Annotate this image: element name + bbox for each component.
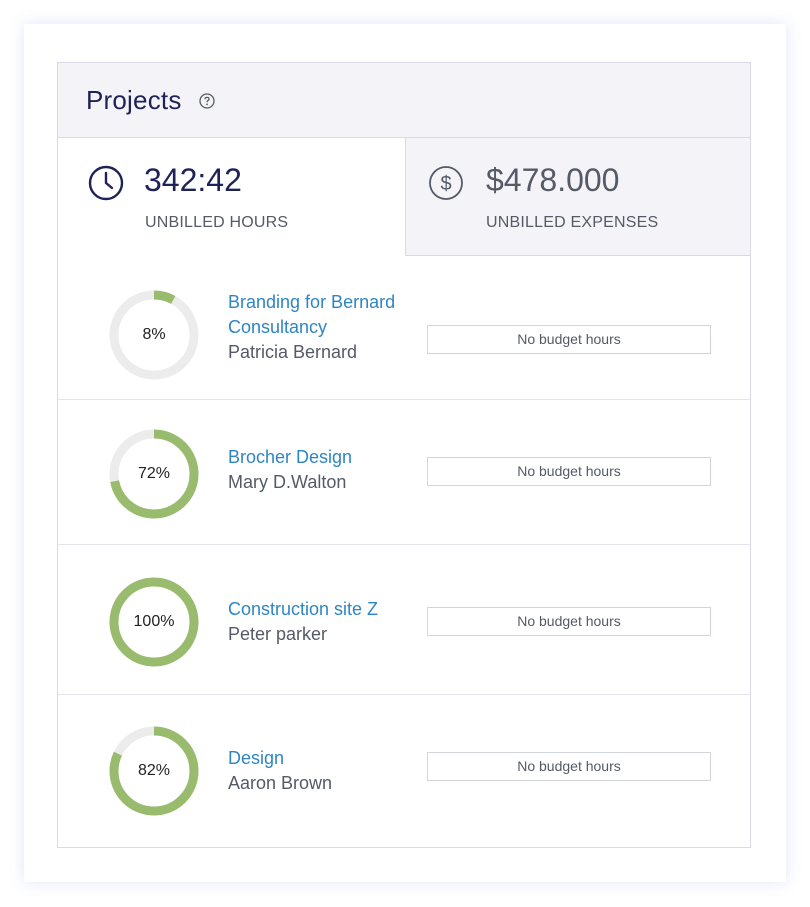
project-row: 72% Brocher Design Mary D.Walton No budg… [58,400,750,545]
unbilled-expenses-value: $478.000 [486,162,620,198]
progress-donut: 100% [108,576,200,668]
unbilled-expenses-label: UNBILLED EXPENSES [486,214,659,231]
project-name-link[interactable]: Design [228,748,285,768]
progress-percent: 72% [137,465,171,482]
project-row: 82% Design Aaron Brown No budget hours [58,695,750,846]
card-title: Projects [86,85,182,115]
project-list: 8% Branding for Bernard Consultancy Patr… [58,256,750,846]
progress-percent: 8% [142,326,166,343]
unbilled-hours-label: UNBILLED HOURS [145,214,289,231]
tab-unbilled-expenses[interactable]: $ $478.000 UNBILLED EXPENSES [405,138,750,256]
card-header: Projects [58,63,750,138]
progress-percent: 100% [133,613,175,630]
project-name-link[interactable]: Brocher Design [228,447,353,467]
svg-text:$: $ [440,173,451,195]
progress-arc [109,429,199,519]
progress-arc [109,577,199,667]
tab-unbilled-hours[interactable]: 342:42 UNBILLED HOURS [58,138,405,256]
projects-card: Projects 342:42 UNBILLED HOURS [57,62,751,848]
clock-icon [88,165,124,201]
budget-hours-field: No budget hours [427,325,711,354]
unbilled-hours-value: 342:42 [144,162,242,198]
project-client: Peter parker [228,624,328,644]
project-row: 100% Construction site Z Peter parker No… [58,545,750,695]
progress-donut: 72% [108,428,200,520]
project-name-link[interactable]: Construction site Z [228,599,379,619]
project-client: Patricia Bernard [228,342,358,362]
progress-arc [109,290,199,380]
budget-hours-field: No budget hours [427,752,711,781]
summary-tabs: 342:42 UNBILLED HOURS $ $478.000 UNBILLE… [58,138,750,256]
budget-hours-field: No budget hours [427,607,711,636]
progress-arc [109,726,199,816]
project-client: Aaron Brown [228,773,333,793]
dollar-circle-icon: $ [428,165,464,201]
question-circle-icon[interactable] [199,93,215,109]
progress-donut: 8% [108,289,200,381]
project-row: 8% Branding for Bernard Consultancy Patr… [58,256,750,400]
project-client: Mary D.Walton [228,472,347,492]
project-name-link[interactable]: Branding for Bernard Consultancy [228,292,396,337]
progress-donut: 82% [108,725,200,817]
progress-percent: 82% [137,762,171,779]
budget-hours-field: No budget hours [427,457,711,486]
